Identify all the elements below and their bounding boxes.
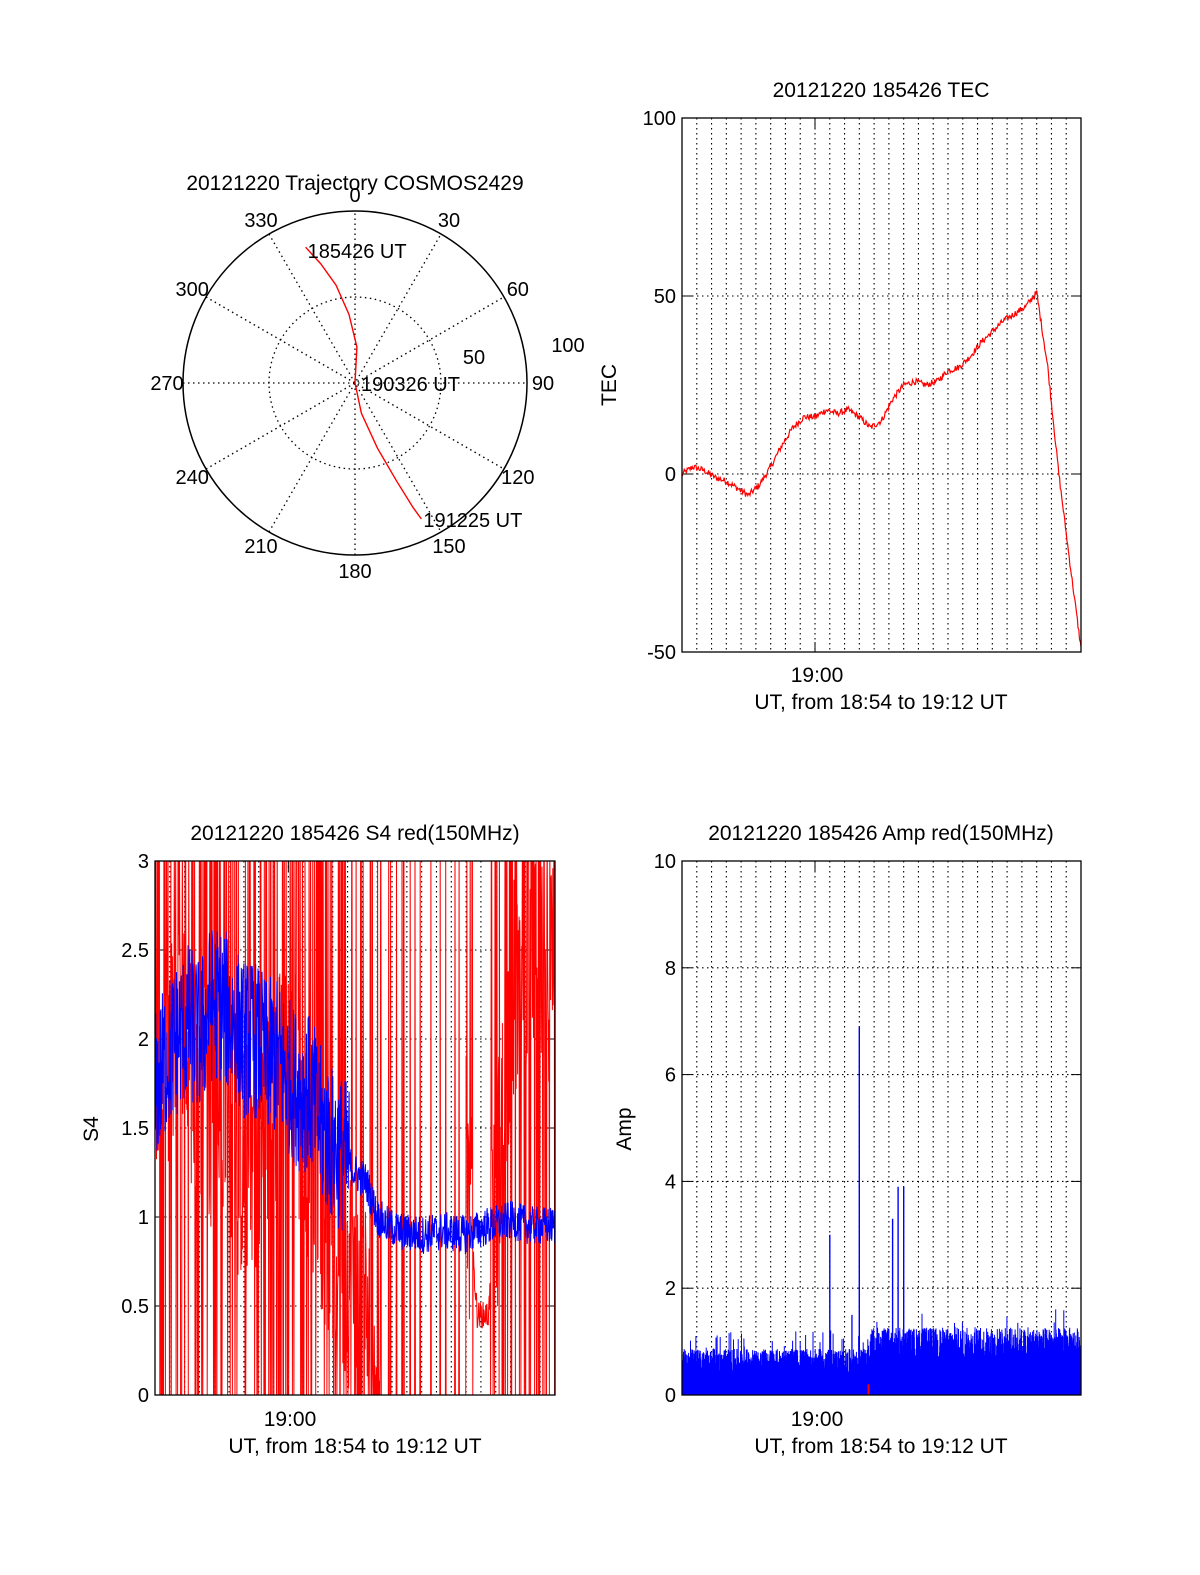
amp-blue-series-line xyxy=(681,1026,1082,1395)
polar-angle-label: 150 xyxy=(432,536,465,558)
s4-title: 20121220 185426 S4 red(150MHz) xyxy=(190,822,519,845)
tec-y-tick-label: 100 xyxy=(643,108,676,130)
s4-blue-series-line xyxy=(155,930,555,1255)
tec-x-tick-label: 19:00 xyxy=(791,664,844,687)
amp-y-axis-label: Amp xyxy=(613,1107,636,1150)
polar-inner-circle xyxy=(268,296,442,470)
s4-plot-frame xyxy=(154,860,556,1396)
amp-chart: 20121220 185426 Amp red(150MHz) 0246810 … xyxy=(613,822,1082,1458)
s4-y-tick-label: 3 xyxy=(138,851,149,873)
polar-angle-label: 300 xyxy=(175,279,208,301)
polar-chart: 20121220 Trajectory COSMOS2429 0 30 60 90 12… xyxy=(150,172,584,583)
polar-angle-label: 240 xyxy=(175,467,208,489)
s4-x-axis-label: UT, from 18:54 to 19:12 UT xyxy=(228,1435,481,1458)
tec-plot-frame xyxy=(681,117,1082,653)
s4-y-tick-label: 0.5 xyxy=(121,1296,149,1318)
s4-y-axis-label: S4 xyxy=(80,1116,103,1142)
amp-y-tick-label: 4 xyxy=(665,1171,676,1193)
polar-angle-label: 330 xyxy=(244,210,277,232)
polar-title: 20121220 Trajectory COSMOS2429 xyxy=(186,172,523,195)
polar-annotation: 191225 UT xyxy=(423,510,522,532)
tec-title: 20121220 185426 TEC xyxy=(773,79,990,102)
amp-y-tick-label: 8 xyxy=(665,958,676,980)
polar-radial-label: 50 xyxy=(463,347,485,369)
tec-y-tick-label: 0 xyxy=(665,464,676,486)
s4-y-tick-label: 1.5 xyxy=(121,1118,149,1140)
tec-series-line xyxy=(681,290,1082,647)
polar-series: 185426 UT 190326 UT 191225 UT xyxy=(305,241,522,532)
amp-x-tick-label: 19:00 xyxy=(791,1408,844,1431)
polar-annotation: 185426 UT xyxy=(308,241,407,263)
polar-angle-label: 90 xyxy=(532,373,554,395)
s4-y-tick-label: 2.5 xyxy=(121,940,149,962)
s4-y-tick-label: 0 xyxy=(138,1385,149,1407)
polar-angle-labels: 0 30 60 90 120 150 180 210 240 270 300 330 50 100 xyxy=(150,185,584,583)
polar-angle-label: 180 xyxy=(338,561,371,583)
polar-angle-label: 60 xyxy=(507,279,529,301)
polar-angle-label: 120 xyxy=(501,467,534,489)
polar-trajectory-line xyxy=(305,246,422,520)
amp-y-tick-label: 10 xyxy=(654,851,676,873)
amp-title: 20121220 185426 Amp red(150MHz) xyxy=(708,822,1054,845)
polar-angle-label: 210 xyxy=(244,536,277,558)
polar-radial-label: 100 xyxy=(551,335,584,357)
s4-red-series-line xyxy=(155,861,555,1395)
polar-grid xyxy=(182,210,528,556)
amp-plot-frame xyxy=(681,860,1082,1396)
s4-series-group xyxy=(155,861,555,1395)
s4-y-tick-label: 2 xyxy=(138,1029,149,1051)
s4-x-tick-label: 19:00 xyxy=(264,1408,317,1431)
amp-y-tick-label: 2 xyxy=(665,1278,676,1300)
tec-x-axis-label: UT, from 18:54 to 19:12 UT xyxy=(754,691,1007,714)
s4-y-tick-label: 1 xyxy=(138,1207,149,1229)
polar-angle-label: 30 xyxy=(438,210,460,232)
amp-y-tick-label: 6 xyxy=(665,1065,676,1087)
polar-annotation: 190326 UT xyxy=(361,374,460,396)
tec-chart: 20121220 185426 TEC -50 0 50 100 19:00 UT, … xyxy=(598,79,1082,714)
polar-angle-label: 270 xyxy=(150,373,183,395)
polar-angle-label: 0 xyxy=(349,185,360,207)
s4-chart: 20121220 185426 S4 red(150MHz) 0 0.5 1 1.5 2… xyxy=(80,822,556,1458)
tec-y-axis-label: TEC xyxy=(598,364,621,406)
tec-y-tick-label: 50 xyxy=(654,286,676,308)
amp-x-axis-label: UT, from 18:54 to 19:12 UT xyxy=(754,1435,1007,1458)
amp-y-tick-label: 0 xyxy=(665,1385,676,1407)
tec-y-tick-label: -50 xyxy=(647,642,676,664)
